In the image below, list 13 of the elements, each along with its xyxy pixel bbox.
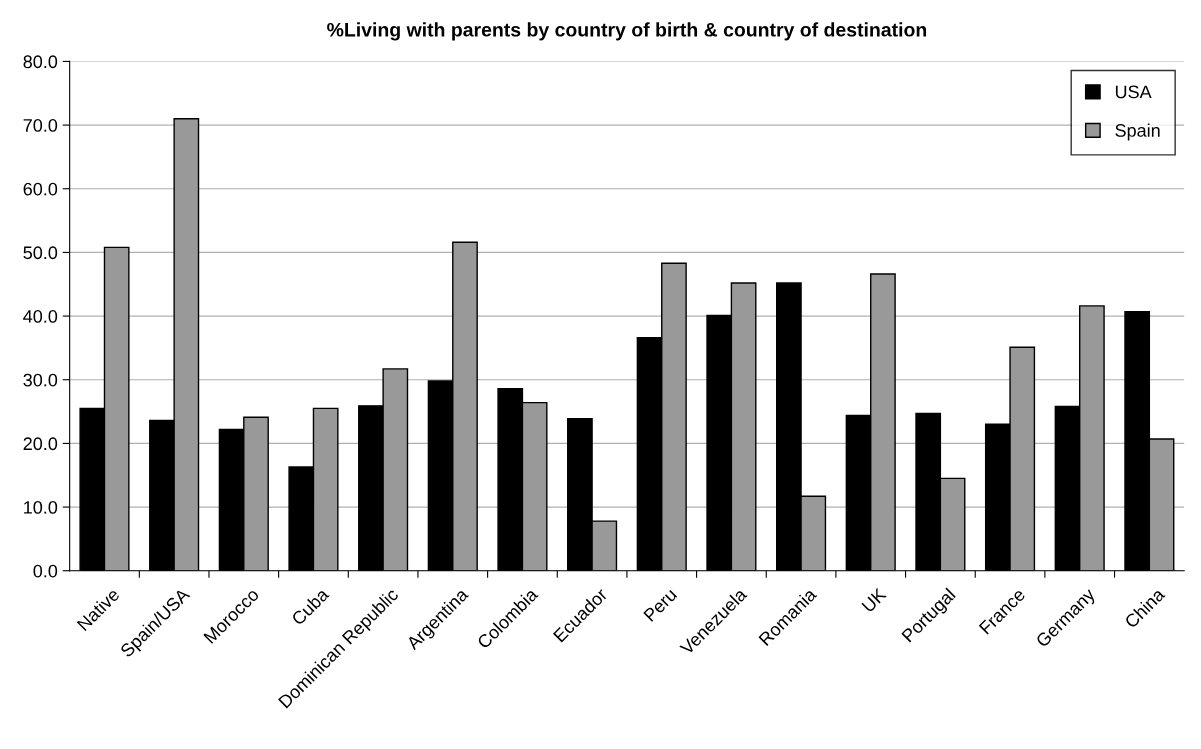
y-tick-label: 60.0 bbox=[23, 182, 58, 196]
y-tick-label: 20.0 bbox=[23, 437, 58, 451]
y-tick-label: 40.0 bbox=[23, 310, 58, 323]
y-tick-label: 0.0 bbox=[33, 564, 58, 578]
y-tick-label: 30.0 bbox=[23, 373, 58, 387]
y-tick-label: 10.0 bbox=[24, 501, 58, 514]
y-tick-label: 50.0 bbox=[23, 246, 58, 260]
legend-label: Spain bbox=[1115, 123, 1160, 141]
legend-label: USA bbox=[1115, 85, 1152, 99]
x-tick-label: UK bbox=[861, 587, 887, 613]
y-tick-label: 70.0 bbox=[23, 119, 58, 132]
y-tick-label: 80.0 bbox=[23, 55, 58, 69]
chart-title: %Living with parents by country of birth & country of destination bbox=[327, 22, 927, 41]
